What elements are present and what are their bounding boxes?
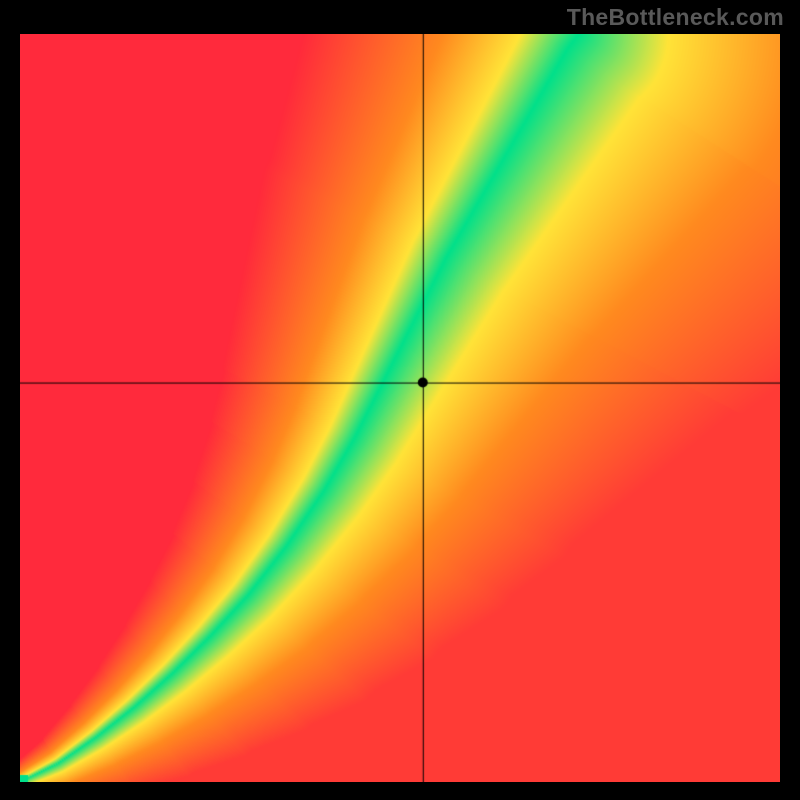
chart-container: TheBottleneck.com	[0, 0, 800, 800]
watermark-text: TheBottleneck.com	[567, 4, 784, 31]
bottleneck-heatmap	[20, 34, 780, 782]
